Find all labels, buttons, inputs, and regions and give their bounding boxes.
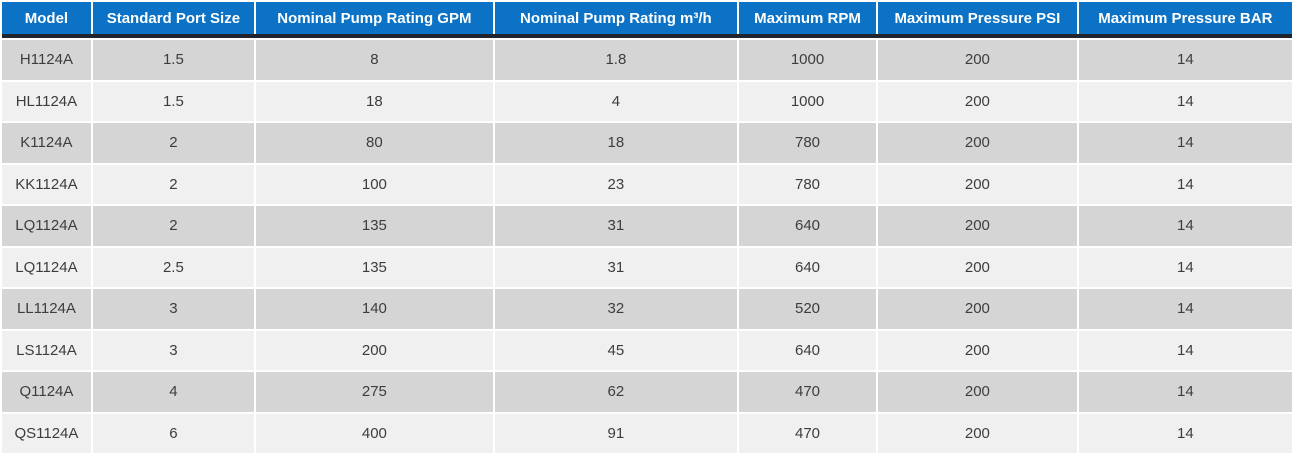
model-cell: LS1124A [2,330,91,370]
table-cell: 640 [738,206,877,246]
table-cell: 14 [1078,289,1292,329]
table-cell: 200 [878,289,1077,329]
table-cell: 4 [92,372,254,412]
table-cell: 200 [878,40,1077,80]
table-cell: 2 [92,164,254,204]
table-cell: 200 [878,372,1077,412]
model-cell: KK1124A [2,164,91,204]
table-cell: 14 [1078,372,1292,412]
table-cell: 91 [494,413,737,453]
table-cell: 1000 [738,81,877,121]
table-cell: 1.5 [92,40,254,80]
model-cell: HL1124A [2,81,91,121]
table-cell: 3 [92,289,254,329]
column-header: Maximum Pressure PSI [878,2,1077,34]
table-cell: 62 [494,372,737,412]
table-cell: 14 [1078,40,1292,80]
table-cell: 200 [255,330,493,370]
table-cell: 400 [255,413,493,453]
table-cell: 8 [255,40,493,80]
model-cell: QS1124A [2,413,91,453]
header-divider [2,34,1292,38]
column-header: Maximum RPM [738,2,877,34]
table-cell: 470 [738,372,877,412]
table-cell: 640 [738,247,877,287]
table-cell: 14 [1078,413,1292,453]
table-cell: 14 [1078,81,1292,121]
table-cell: 45 [494,330,737,370]
table-cell: 14 [1078,330,1292,370]
table-cell: 18 [494,123,737,163]
model-cell: LL1124A [2,289,91,329]
table-cell: 200 [878,247,1077,287]
column-header: Maximum Pressure BAR [1078,2,1292,34]
table-cell: 135 [255,247,493,287]
table-cell: 2.5 [92,247,254,287]
table-cell: 200 [878,413,1077,453]
column-header: Standard Port Size [92,2,254,34]
table-cell: 3 [92,330,254,370]
column-header: Nominal Pump Rating m³/h [494,2,737,34]
table-cell: 275 [255,372,493,412]
table-cell: 14 [1078,247,1292,287]
table-cell: 640 [738,330,877,370]
table-cell: 6 [92,413,254,453]
table-cell: 31 [494,247,737,287]
table-cell: 780 [738,164,877,204]
model-cell: LQ1124A [2,206,91,246]
model-cell: Q1124A [2,372,91,412]
table-cell: 32 [494,289,737,329]
table-cell: 14 [1078,164,1292,204]
table-cell: 1.5 [92,81,254,121]
table-cell: 14 [1078,123,1292,163]
table-cell: 200 [878,81,1077,121]
table-cell: 520 [738,289,877,329]
model-cell: LQ1124A [2,247,91,287]
table-cell: 470 [738,413,877,453]
table-cell: 200 [878,164,1077,204]
column-header: Nominal Pump Rating GPM [255,2,493,34]
table-cell: 100 [255,164,493,204]
table-cell: 2 [92,206,254,246]
table-cell: 31 [494,206,737,246]
table-cell: 18 [255,81,493,121]
table-cell: 780 [738,123,877,163]
column-header: Model [2,2,91,34]
table-cell: 200 [878,206,1077,246]
table-cell: 2 [92,123,254,163]
model-cell: H1124A [2,40,91,80]
table-cell: 23 [494,164,737,204]
table-cell: 1.8 [494,40,737,80]
table-cell: 200 [878,123,1077,163]
table-cell: 14 [1078,206,1292,246]
table-cell: 200 [878,330,1077,370]
table-cell: 135 [255,206,493,246]
model-cell: K1124A [2,123,91,163]
table-cell: 140 [255,289,493,329]
table-cell: 4 [494,81,737,121]
table-cell: 80 [255,123,493,163]
table-cell: 1000 [738,40,877,80]
